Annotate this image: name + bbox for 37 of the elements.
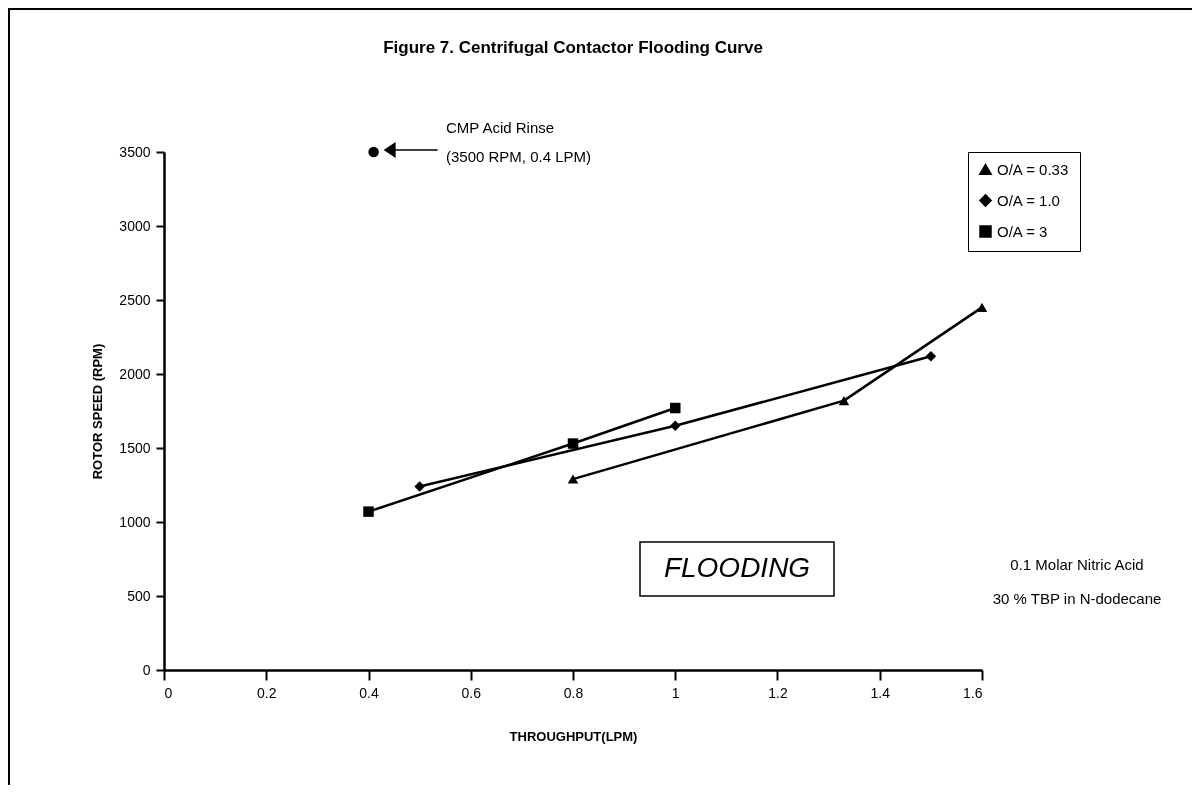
point	[670, 402, 681, 414]
x-tick-label: 1.4	[870, 684, 891, 701]
text: 30 % TBP in N-dodecane	[992, 590, 1162, 607]
x-tick-label: 1	[671, 684, 680, 701]
x-tick-label: 0.4	[359, 684, 379, 701]
y-tick-label: 2000	[119, 365, 151, 382]
point	[368, 146, 379, 158]
annotation: CMP Acid Rinse (3500 RPM, 0.4 LPM)	[446, 119, 592, 165]
y-tick-label: 0	[142, 661, 151, 678]
x-tick-label: 1.6	[963, 684, 983, 701]
legend-label: O/A = 1.0	[997, 191, 1060, 209]
point	[363, 506, 374, 517]
x-tick-label: 0.2	[257, 684, 277, 701]
x-axis-title: THROUGHPUT(LPM)	[509, 728, 638, 744]
x-tick-label: 0.6	[461, 684, 482, 701]
y-tick-label: 1000	[119, 513, 151, 530]
point	[976, 302, 988, 312]
y-tick-label: 1500	[119, 439, 151, 456]
annotation: FLOODING	[663, 552, 811, 583]
point	[567, 474, 579, 484]
point	[838, 396, 850, 406]
point	[925, 351, 937, 362]
legend-label: O/A = 3	[997, 222, 1048, 240]
y-axis-title: ROTOR SPEED (RPM)	[90, 343, 106, 480]
chart-title: Figure 7. Centrifugal Contactor Flooding Curve	[383, 38, 763, 57]
legend-label: O/A = 0.33	[997, 160, 1069, 178]
point	[414, 481, 425, 492]
point	[567, 438, 579, 449]
x-tick-label: 0	[164, 684, 173, 701]
text: 0.1 Molar Nitric Acid	[1010, 556, 1144, 573]
y-tick-label: 3000	[119, 217, 151, 234]
y-tick-label: 500	[127, 587, 151, 604]
y-tick-label: 2500	[119, 291, 151, 308]
x-tick-label: 0.8	[563, 684, 584, 701]
x-tick-label: 1.2	[768, 684, 788, 701]
y-tick-label: 3500	[119, 143, 151, 160]
point	[670, 420, 681, 432]
